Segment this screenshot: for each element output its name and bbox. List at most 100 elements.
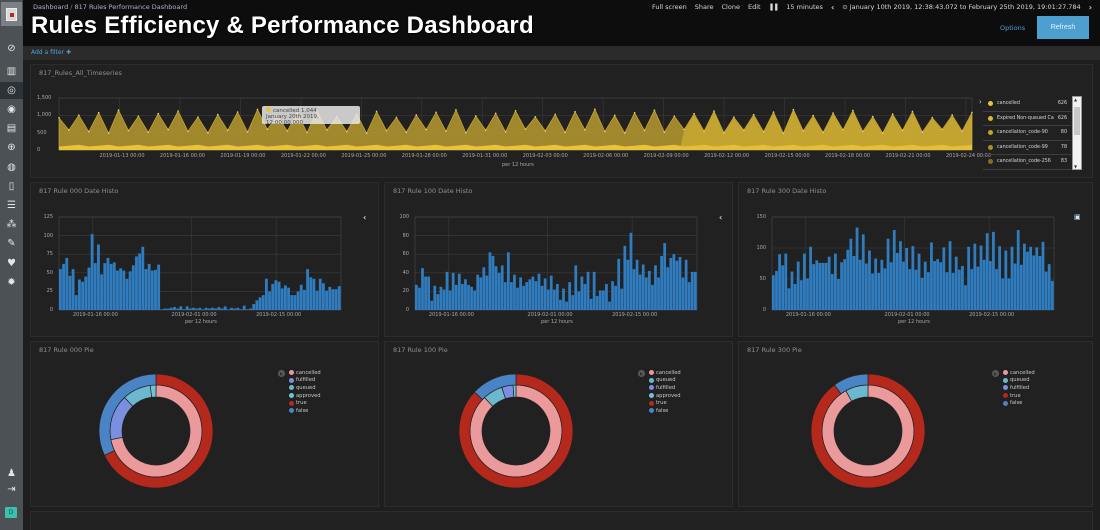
- histogram-bar[interactable]: [678, 256, 682, 310]
- data-point[interactable]: [415, 114, 418, 116]
- histogram-bar[interactable]: [824, 262, 828, 310]
- data-point[interactable]: [326, 129, 328, 131]
- histogram-bar[interactable]: [781, 265, 785, 310]
- data-point[interactable]: [365, 132, 368, 134]
- histogram-bar[interactable]: [312, 278, 316, 310]
- histogram-bar[interactable]: [651, 284, 654, 310]
- histogram-bar[interactable]: [614, 285, 617, 310]
- histogram-bar[interactable]: [71, 269, 75, 310]
- data-point[interactable]: [574, 110, 576, 113]
- histogram-bar[interactable]: [1013, 263, 1017, 311]
- data-point[interactable]: [782, 132, 785, 135]
- share-link[interactable]: Share: [694, 3, 714, 11]
- data-point[interactable]: [772, 111, 775, 113]
- legend-item[interactable]: fulfilled: [289, 377, 321, 385]
- histogram-bar[interactable]: [942, 247, 946, 310]
- histogram-bar[interactable]: [500, 265, 504, 310]
- data-point[interactable]: [524, 128, 527, 131]
- histogram-bar[interactable]: [799, 280, 803, 310]
- data-point[interactable]: [693, 112, 695, 115]
- histogram-bar[interactable]: [617, 258, 621, 310]
- histogram-bar[interactable]: [415, 284, 418, 310]
- histogram-bar[interactable]: [812, 264, 816, 310]
- histogram-bar[interactable]: [880, 259, 884, 310]
- histogram-bar[interactable]: [871, 273, 874, 310]
- histogram-bar[interactable]: [827, 256, 831, 310]
- data-point[interactable]: [87, 130, 90, 133]
- data-point[interactable]: [762, 130, 765, 133]
- histogram-bar[interactable]: [192, 307, 195, 310]
- histogram-bar[interactable]: [457, 273, 461, 310]
- histogram-bar[interactable]: [198, 307, 202, 310]
- histogram-bar[interactable]: [687, 282, 691, 310]
- legend-item[interactable]: queued: [1003, 377, 1035, 385]
- histogram-bar[interactable]: [985, 233, 989, 310]
- histogram-bar[interactable]: [1041, 241, 1045, 310]
- histogram-bar[interactable]: [877, 272, 881, 310]
- histogram-bar[interactable]: [100, 274, 104, 310]
- histogram-bar[interactable]: [1035, 247, 1039, 310]
- histogram-bar[interactable]: [905, 248, 909, 310]
- histogram-bar[interactable]: [568, 282, 572, 310]
- histogram-bar[interactable]: [837, 279, 840, 310]
- histogram-bar[interactable]: [427, 276, 431, 310]
- histogram-bar[interactable]: [214, 308, 218, 310]
- histogram-bar[interactable]: [681, 277, 685, 310]
- legend-item[interactable]: true: [289, 399, 321, 407]
- histogram-bar[interactable]: [908, 269, 912, 310]
- data-point[interactable]: [286, 130, 289, 132]
- histogram-bar[interactable]: [138, 253, 142, 310]
- histogram-bar[interactable]: [296, 291, 300, 310]
- histogram-bar[interactable]: [589, 298, 593, 310]
- legend-item[interactable]: cancelled 626: [983, 97, 1071, 112]
- histogram-bar[interactable]: [325, 290, 329, 310]
- histogram-bar[interactable]: [784, 253, 788, 310]
- histogram-bar[interactable]: [116, 270, 119, 310]
- histogram-bar[interactable]: [470, 286, 473, 310]
- histogram-bar[interactable]: [951, 272, 955, 310]
- histogram-bar[interactable]: [796, 261, 800, 310]
- histogram-bar[interactable]: [1044, 271, 1048, 310]
- histogram-bar[interactable]: [939, 262, 943, 310]
- histogram-bar[interactable]: [855, 227, 859, 310]
- histogram-bar[interactable]: [188, 308, 192, 310]
- legend-collapse-icon[interactable]: ‹: [363, 213, 367, 222]
- histogram-bar[interactable]: [635, 259, 639, 310]
- histogram-bar[interactable]: [454, 284, 458, 310]
- histogram-bar[interactable]: [552, 289, 556, 310]
- data-point[interactable]: [395, 116, 398, 119]
- legend-item[interactable]: queued: [649, 377, 681, 385]
- legend-item[interactable]: cancellation_code-256 83: [983, 155, 1071, 170]
- histogram-bar[interactable]: [233, 308, 237, 310]
- histogram-bar[interactable]: [629, 232, 633, 310]
- histogram-bar[interactable]: [81, 281, 85, 310]
- histogram-bar[interactable]: [559, 299, 562, 310]
- histogram-bar[interactable]: [464, 279, 467, 310]
- data-point[interactable]: [345, 130, 348, 133]
- histogram-bar[interactable]: [528, 279, 532, 310]
- histogram-bar[interactable]: [258, 297, 262, 310]
- histogram-bar[interactable]: [1047, 264, 1051, 310]
- pie-inner-slice-approved[interactable]: [512, 384, 517, 398]
- data-point[interactable]: [971, 111, 973, 114]
- histogram-bar[interactable]: [271, 283, 275, 310]
- histogram-bar[interactable]: [611, 281, 614, 310]
- refresh-button[interactable]: Refresh: [1037, 16, 1089, 39]
- histogram-bar[interactable]: [883, 268, 887, 310]
- histogram-bar[interactable]: [321, 283, 325, 310]
- legend-toggle-icon[interactable]: ›: [979, 98, 982, 106]
- uptime-icon[interactable]: ⁂: [6, 219, 17, 230]
- histogram-bar[interactable]: [641, 264, 645, 310]
- histogram-bar[interactable]: [230, 307, 233, 310]
- data-point[interactable]: [306, 131, 308, 134]
- histogram-bar[interactable]: [287, 287, 290, 310]
- histogram-bar[interactable]: [157, 264, 161, 310]
- histogram-bar[interactable]: [207, 308, 211, 310]
- data-point[interactable]: [385, 129, 388, 132]
- histogram-bar[interactable]: [315, 290, 319, 310]
- histogram-bar[interactable]: [778, 254, 781, 310]
- histogram-bar[interactable]: [201, 309, 205, 310]
- timelion-icon[interactable]: ◉: [7, 104, 16, 115]
- histogram-bar[interactable]: [802, 253, 806, 310]
